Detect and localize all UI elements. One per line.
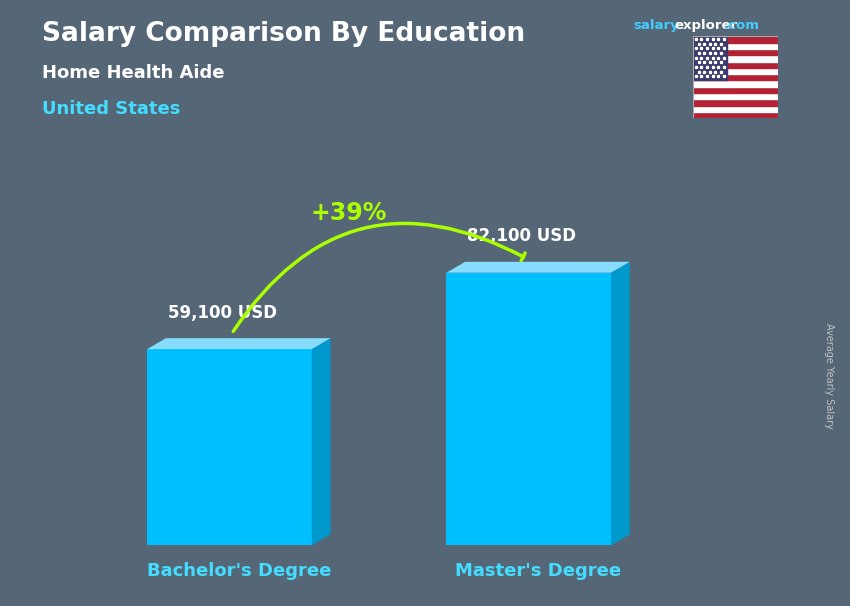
Bar bbox=[693, 55, 778, 62]
Text: Salary Comparison By Education: Salary Comparison By Education bbox=[42, 21, 525, 47]
Bar bbox=[693, 105, 778, 112]
Text: United States: United States bbox=[42, 100, 181, 118]
Text: salary: salary bbox=[633, 19, 679, 32]
Text: Master's Degree: Master's Degree bbox=[455, 562, 621, 580]
Bar bbox=[693, 87, 778, 93]
Polygon shape bbox=[312, 338, 331, 545]
Polygon shape bbox=[446, 273, 611, 545]
Text: .com: .com bbox=[723, 19, 759, 32]
Bar bbox=[693, 112, 778, 118]
Bar bbox=[693, 49, 778, 55]
Bar bbox=[693, 62, 778, 68]
Bar bbox=[693, 68, 778, 74]
Bar bbox=[693, 42, 778, 49]
Text: Bachelor's Degree: Bachelor's Degree bbox=[147, 562, 331, 580]
Polygon shape bbox=[147, 349, 312, 545]
Bar bbox=[693, 93, 778, 99]
Text: +39%: +39% bbox=[311, 201, 388, 225]
Text: Average Yearly Salary: Average Yearly Salary bbox=[824, 323, 834, 428]
Polygon shape bbox=[611, 262, 630, 545]
Text: 82,100 USD: 82,100 USD bbox=[467, 227, 575, 245]
Bar bbox=[693, 36, 778, 42]
Text: 59,100 USD: 59,100 USD bbox=[167, 304, 276, 322]
Bar bbox=[693, 36, 727, 81]
Bar bbox=[693, 74, 778, 81]
Polygon shape bbox=[147, 338, 331, 349]
Polygon shape bbox=[446, 262, 630, 273]
Bar bbox=[693, 81, 778, 87]
Text: explorer: explorer bbox=[674, 19, 737, 32]
Bar bbox=[693, 99, 778, 105]
Text: Home Health Aide: Home Health Aide bbox=[42, 64, 225, 82]
